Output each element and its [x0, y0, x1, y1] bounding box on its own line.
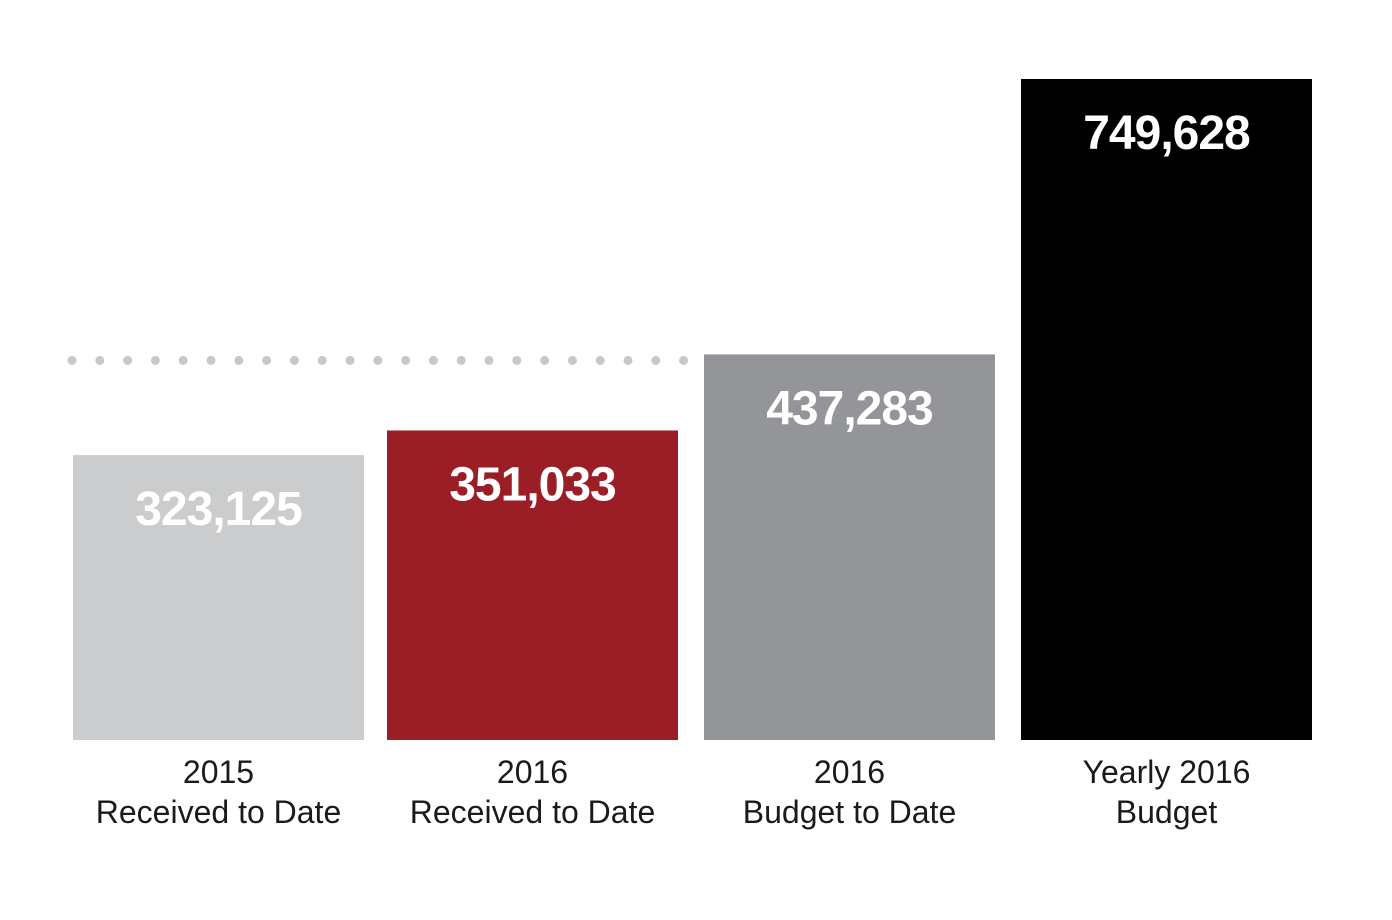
reference-dot-6 [206, 355, 216, 365]
reference-dot-10 [317, 355, 327, 365]
reference-dot-2 [95, 355, 105, 365]
category-label-4-line-2: Budget [1116, 794, 1218, 830]
value-label-3: 437,283 [766, 382, 933, 435]
reference-dot-15 [456, 355, 466, 365]
reference-dot-20 [595, 355, 605, 365]
reference-dot-13 [401, 355, 411, 365]
reference-dot-19 [567, 355, 577, 365]
reference-dot-18 [540, 355, 550, 365]
category-label-3-line-1: 2016 [814, 754, 885, 790]
reference-dot-12 [373, 355, 383, 365]
reference-dot-4 [150, 355, 160, 365]
reference-dot-11 [345, 355, 355, 365]
category-label-4-line-1: Yearly 2016 [1083, 754, 1251, 790]
category-label-1-line-2: Received to Date [96, 794, 341, 830]
bar-1 [73, 455, 364, 740]
category-label-2-line-1: 2016 [497, 754, 568, 790]
reference-dot-17 [512, 355, 522, 365]
value-label-2: 351,033 [449, 458, 616, 511]
category-label-1-line-1: 2015 [183, 754, 254, 790]
reference-dot-23 [679, 355, 689, 365]
value-labels-group: 323,125 351,033 437,283 749,628 [135, 107, 1251, 536]
value-label-1: 323,125 [135, 483, 302, 536]
reference-dot-14 [428, 355, 438, 365]
reference-dot-8 [262, 355, 272, 365]
reference-dotted-line [67, 355, 689, 365]
reference-dot-9 [289, 355, 299, 365]
reference-dot-1 [67, 355, 77, 365]
bar-2 [387, 430, 678, 740]
reference-dot-5 [178, 355, 188, 365]
value-label-4: 749,628 [1083, 107, 1250, 160]
reference-dot-3 [123, 355, 133, 365]
category-label-3-line-2: Budget to Date [743, 794, 956, 830]
reference-dot-22 [651, 355, 661, 365]
bar-3 [704, 354, 995, 740]
reference-dot-7 [234, 355, 244, 365]
category-labels-group: 2015 Received to Date 2016 Received to Date… [96, 754, 1251, 830]
bars-group [73, 79, 1312, 740]
reference-dot-21 [623, 355, 633, 365]
reference-dot-16 [484, 355, 494, 365]
category-label-2-line-2: Received to Date [410, 794, 655, 830]
bar-4 [1021, 79, 1312, 740]
